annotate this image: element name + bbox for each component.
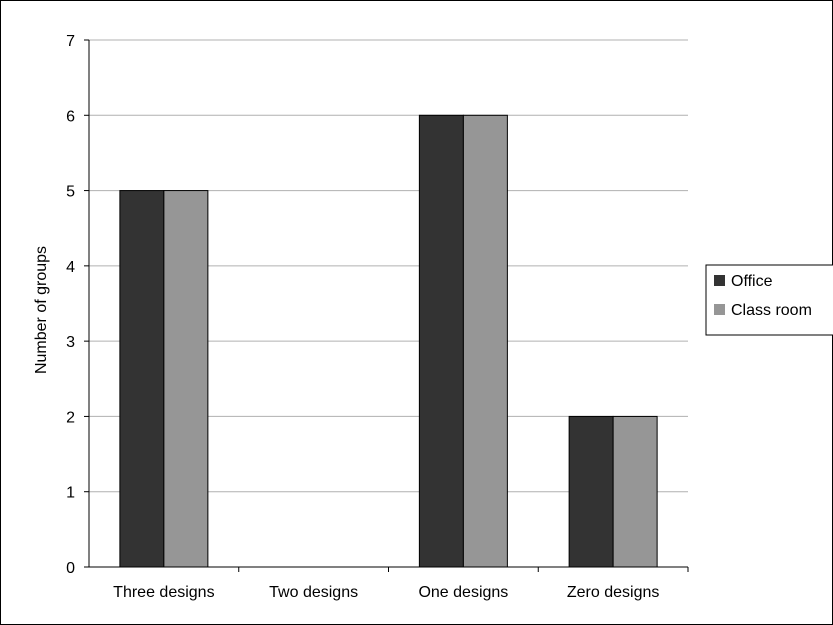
x-tick-label: Three designs xyxy=(113,584,214,601)
x-tick-labels: Three designs Two designs One designs Zero … xyxy=(113,584,659,601)
bar-office-zero-designs xyxy=(568,415,614,568)
bars xyxy=(119,114,658,568)
legend: Office Class room xyxy=(705,264,833,336)
y-tick-label: 1 xyxy=(66,485,75,502)
bar-office-three-designs xyxy=(119,190,165,568)
y-tick-labels: 0 1 2 3 4 5 6 7 xyxy=(66,33,75,577)
x-tick-label: One designs xyxy=(418,584,508,601)
legend-label: Class room xyxy=(731,302,812,319)
x-tick-label: Two designs xyxy=(269,584,358,601)
y-tick-label: 7 xyxy=(66,33,75,50)
legend-swatch xyxy=(714,304,725,315)
bar-office-one-designs xyxy=(418,114,464,568)
axes xyxy=(84,39,689,572)
y-axis-title: Number of groups xyxy=(33,246,50,374)
legend-label: Office xyxy=(731,273,773,290)
bar-class-room-one-designs xyxy=(462,114,508,568)
bar-class-room-three-designs xyxy=(163,190,209,568)
y-tick-label: 5 xyxy=(66,184,75,201)
legend-box xyxy=(705,264,833,336)
y-tick-label: 3 xyxy=(66,334,75,351)
y-tick-label: 0 xyxy=(66,560,75,577)
bar-class-room-zero-designs xyxy=(612,415,658,568)
y-tick-label: 2 xyxy=(66,409,75,426)
legend-swatch xyxy=(714,275,725,286)
y-tick-label: 4 xyxy=(66,259,75,276)
x-tick-label: Zero designs xyxy=(567,584,660,601)
y-tick-label: 6 xyxy=(66,108,75,125)
